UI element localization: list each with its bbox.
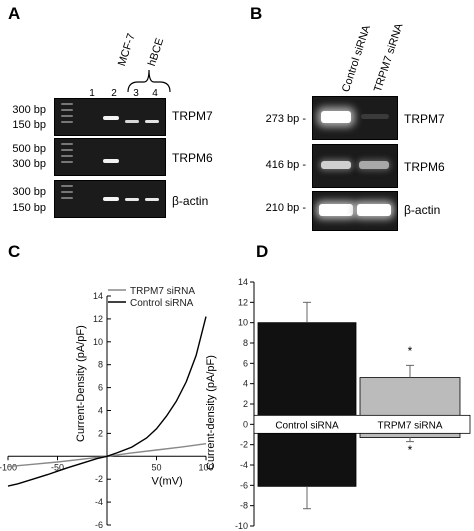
panel-b-letter: B: [250, 4, 263, 23]
bar-1-0: [257, 423, 357, 487]
y-tick-label-11: 12: [238, 297, 248, 307]
header-trpm7-sirna: TRPM7 siRNA: [372, 21, 406, 94]
gel-a-trpm7: [54, 98, 166, 136]
hbce-brace: [127, 69, 171, 93]
gel-b-label-trpm6: TRPM6: [404, 160, 445, 174]
y-tick-label-0: -10: [235, 521, 248, 531]
x-tick-label-2: 50: [151, 462, 161, 472]
y-tick-label-3: 2: [98, 428, 103, 438]
category-strip: [253, 414, 471, 434]
y-tick-label-1: -8: [240, 501, 248, 511]
y-axis-label: Current-Density (pA/pF): [75, 325, 87, 442]
bar-0-0: [257, 322, 357, 425]
y-tick-label-0: -6: [95, 520, 103, 530]
marker-b2: 416 bp -: [265, 159, 306, 171]
y-tick-label-6: 8: [98, 360, 103, 370]
significance-star-0: *: [408, 344, 413, 358]
header-hbce: hBCE: [146, 36, 167, 68]
series-line-1: [7, 316, 207, 487]
y-tick-label-1: -4: [95, 497, 103, 507]
lane-1: 1: [89, 88, 95, 99]
gel-b-trpm7: [312, 96, 398, 140]
lane-4: 4: [152, 88, 158, 99]
header-mcf7: MCF-7: [116, 32, 138, 68]
x-axis-label: V(mV): [152, 475, 183, 487]
y-tick-label-10: 10: [238, 318, 248, 328]
y-tick-label-7: 4: [243, 379, 248, 389]
current-density-bar-chart: -10 -8 -6 -4 -2 0 2 4 6 8 10 12 14 Current-density (p…: [205, 277, 471, 531]
significance-star-1: *: [408, 443, 413, 457]
y-tick-label-6: 2: [243, 399, 248, 409]
category-label-0: Control siRNA: [275, 420, 339, 431]
y-tick-label-3: -4: [240, 460, 248, 470]
gel-label-actin: β-actin: [172, 194, 209, 208]
y-tick-label-5: 6: [98, 383, 103, 393]
y-tick-label-2: -6: [240, 480, 248, 490]
y-tick-label-4: 4: [98, 406, 103, 416]
y-tick-label-8: 12: [93, 314, 103, 324]
x-tick-label-1: -50: [51, 462, 64, 472]
x-tick-label-3: 100: [198, 462, 213, 472]
gel-b-label-actin: β-actin: [404, 203, 441, 217]
marker-a1-top: 300 bp: [12, 104, 46, 116]
y-tick-label-9: 14: [93, 291, 103, 301]
y-tick-label-4: -2: [240, 440, 248, 450]
header-control-sirna: Control siRNA: [340, 23, 373, 94]
marker-b3: 210 bp -: [265, 202, 306, 214]
y-tick-label-8: 6: [243, 358, 248, 368]
gel-a-trpm6: [54, 138, 166, 176]
legend-label-1: Control siRNA: [130, 298, 194, 309]
y-tick-label-9: 8: [243, 338, 248, 348]
gel-b-actin: [312, 191, 398, 231]
panel-a-letter: A: [8, 4, 21, 23]
gel-label-trpm6: TRPM6: [172, 151, 213, 165]
y-tick-label-5: 0: [243, 419, 248, 429]
y-tick-label-2: -2: [95, 474, 103, 484]
panel-d-letter: D: [256, 242, 269, 261]
x-tick-label-0: -100: [0, 462, 17, 472]
lane-3: 3: [133, 88, 139, 99]
lane-2: 2: [111, 88, 117, 99]
gel-label-trpm7: TRPM7: [172, 109, 213, 123]
gel-b-trpm6: [312, 144, 398, 188]
marker-a1-bottom: 150 bp: [12, 119, 46, 131]
y-axis-label: Current-density (pA/pF): [205, 355, 217, 470]
marker-a3-top: 300 bp: [12, 186, 46, 198]
legend-label-0: TRPM7 siRNA: [130, 286, 195, 297]
marker-a2-top: 500 bp: [12, 143, 46, 155]
y-tick-label-7: 10: [93, 337, 103, 347]
y-tick-label-12: 14: [238, 277, 248, 287]
marker-a2-bottom: 300 bp: [12, 158, 46, 170]
marker-b1: 273 bp -: [265, 113, 306, 125]
gel-a-actin: [54, 180, 166, 218]
gel-b-label-trpm7: TRPM7: [404, 112, 445, 126]
iv-curve-chart: -100 -50 50 100 -6 -4 -2 2 4 6 8 10 12 14 V(mV) Current…: [0, 286, 214, 530]
panel-c-letter: C: [8, 242, 21, 261]
category-label-1: TRPM7 siRNA: [377, 420, 442, 431]
marker-a3-bottom: 150 bp: [12, 202, 46, 214]
